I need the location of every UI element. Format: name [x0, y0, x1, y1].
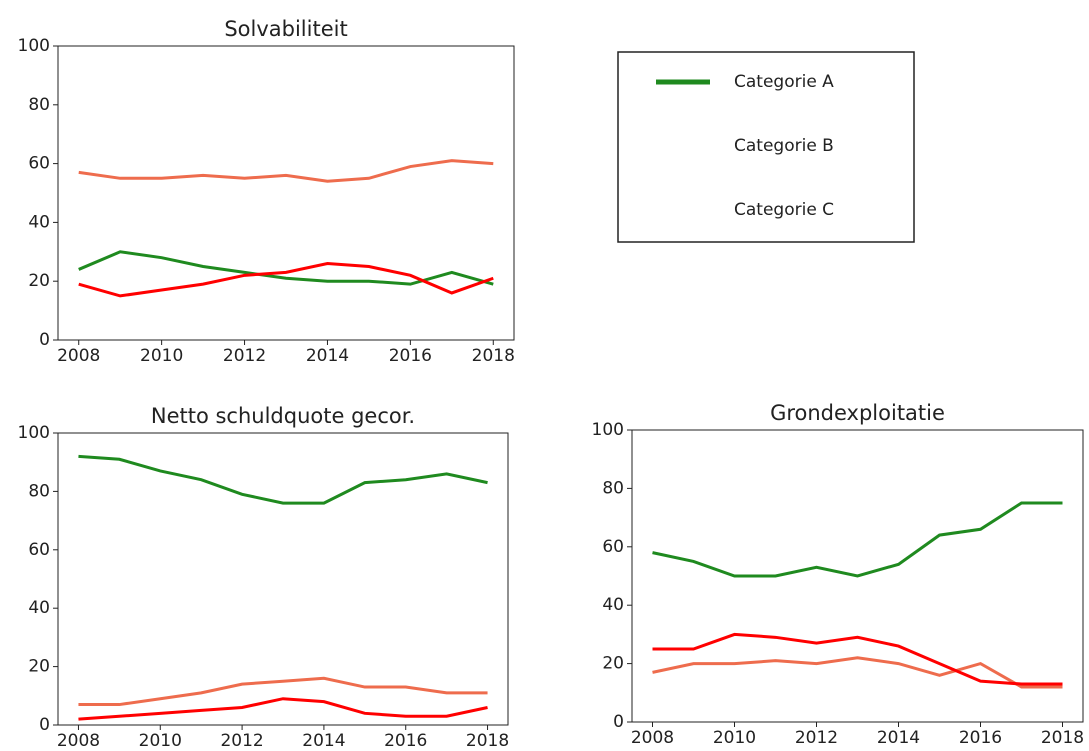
y-tick-label: 60: [28, 540, 50, 560]
chart-title: Solvabiliteit: [224, 17, 347, 41]
y-tick-label: 20: [602, 654, 624, 674]
series-line: [78, 159, 494, 183]
y-tick-label: 0: [39, 715, 50, 735]
x-tick-label: 2016: [384, 731, 427, 751]
series-line: [652, 501, 1063, 578]
y-tick-label: 80: [28, 481, 50, 501]
x-tick-label: 2012: [795, 728, 838, 748]
y-tick-label: 40: [28, 212, 50, 232]
x-tick-label: 2018: [1041, 728, 1084, 748]
y-tick-label: 60: [28, 154, 50, 174]
x-tick-label: 2018: [472, 346, 515, 366]
y-tick-label: 40: [602, 595, 624, 615]
x-tick-label: 2014: [877, 728, 920, 748]
chart-title: Netto schuldquote gecor.: [151, 404, 415, 428]
series-line: [652, 656, 1063, 689]
legend-label: Categorie A: [734, 72, 834, 92]
x-tick-label: 2012: [220, 731, 263, 751]
series-line: [78, 250, 494, 286]
y-tick-label: 100: [18, 423, 50, 443]
series-line: [78, 262, 494, 298]
y-tick-label: 20: [28, 657, 50, 677]
x-tick-label: 2010: [139, 731, 182, 751]
axes-frame: [57, 45, 515, 341]
x-tick-label: 2008: [57, 731, 100, 751]
y-tick-label: 0: [613, 712, 624, 732]
y-tick-label: 100: [18, 36, 50, 56]
x-tick-label: 2012: [223, 346, 266, 366]
y-tick-label: 80: [28, 95, 50, 115]
y-tick-label: 60: [602, 537, 624, 557]
series-line: [78, 676, 488, 707]
y-tick-label: 100: [592, 420, 624, 440]
series-line: [652, 632, 1063, 686]
y-tick-label: 40: [28, 598, 50, 618]
series-line: [78, 697, 488, 721]
axes-frame: [57, 432, 509, 726]
y-tick-label: 0: [39, 330, 50, 350]
chart-title: Grondexploitatie: [770, 401, 945, 425]
x-tick-label: 2016: [959, 728, 1002, 748]
x-tick-label: 2018: [466, 731, 509, 751]
x-tick-label: 2014: [306, 346, 349, 366]
legend-label: Categorie B: [734, 136, 834, 156]
series-line: [78, 454, 488, 505]
x-tick-label: 2008: [57, 346, 100, 366]
x-tick-label: 2010: [713, 728, 756, 748]
x-tick-label: 2010: [140, 346, 183, 366]
legend-label: Categorie C: [734, 200, 834, 220]
y-tick-label: 20: [28, 271, 50, 291]
y-tick-label: 80: [602, 478, 624, 498]
x-tick-label: 2008: [631, 728, 674, 748]
x-tick-label: 2016: [389, 346, 432, 366]
x-tick-label: 2014: [302, 731, 345, 751]
axes-frame: [631, 429, 1084, 723]
